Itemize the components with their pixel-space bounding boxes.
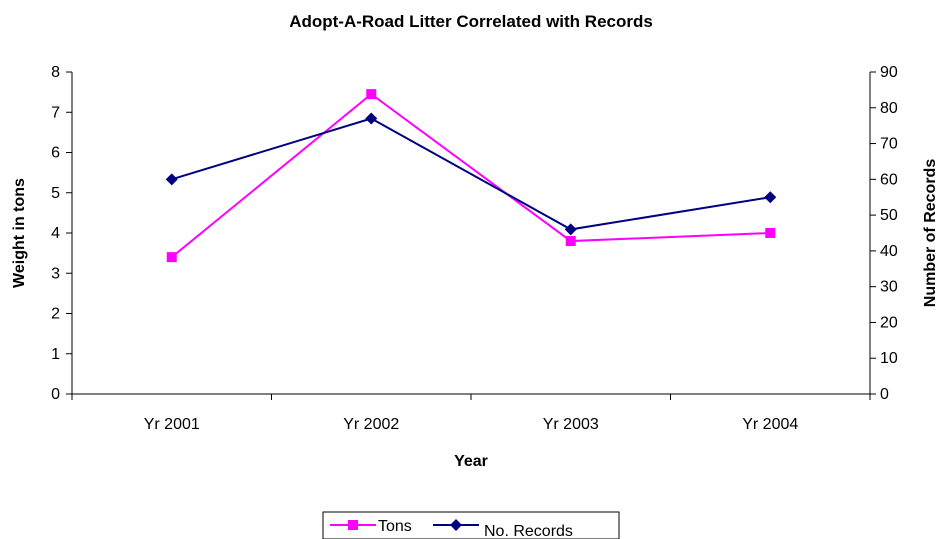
- y2-tick-label: 70: [880, 136, 898, 153]
- y2-tick-label: 0: [880, 386, 889, 403]
- y2-tick-label: 50: [880, 207, 898, 224]
- y-tick-label: 6: [51, 145, 60, 162]
- legend-label-records: No. Records: [484, 523, 573, 539]
- legend-label-tons: Tons: [378, 518, 412, 535]
- data-point-no-records: [564, 223, 577, 236]
- y-tick-label: 2: [51, 306, 60, 323]
- y2-tick-label: 20: [880, 314, 898, 331]
- y2-tick-label: 40: [880, 243, 898, 260]
- x-tick-label: Yr 2003: [543, 416, 599, 433]
- data-point-no-records: [764, 191, 777, 204]
- data-point-no-records: [365, 112, 378, 125]
- y-tick-label: 1: [51, 346, 60, 363]
- legend: Tons No. Records: [322, 511, 620, 539]
- y-axis-title: Weight in tons: [11, 178, 28, 288]
- y-tick-label: 4: [51, 225, 60, 242]
- y2-tick-label: 30: [880, 279, 898, 296]
- y-tick-label: 8: [51, 64, 60, 81]
- series-line-no-records: [171, 117, 771, 231]
- x-tick-label: Yr 2002: [343, 416, 399, 433]
- x-tick-label: Yr 2004: [742, 416, 798, 433]
- x-axis-title: Year: [454, 453, 488, 470]
- y2-tick-label: 90: [880, 64, 898, 81]
- data-point-no-records: [165, 173, 178, 186]
- series-line-tons: [171, 92, 771, 258]
- y-tick-label: 3: [51, 265, 60, 282]
- y-tick-label: 7: [51, 104, 60, 121]
- y2-tick-label: 10: [880, 350, 898, 367]
- y2-tick-label: 60: [880, 171, 898, 188]
- data-point-tons: [166, 252, 177, 263]
- chart-title: Adopt-A-Road Litter Correlated with Reco…: [289, 12, 653, 31]
- legend-marker-records: [450, 519, 462, 531]
- y-tick-label: 5: [51, 185, 60, 202]
- data-point-tons: [565, 236, 576, 247]
- y-tick-label: 0: [51, 386, 60, 403]
- data-point-tons: [366, 89, 377, 100]
- y2-tick-label: 80: [880, 100, 898, 117]
- y2-axis-title: Number of Records: [922, 159, 939, 308]
- x-tick-label: Yr 2001: [144, 416, 200, 433]
- legend-marker-tons: [348, 520, 358, 530]
- data-point-tons: [765, 228, 776, 238]
